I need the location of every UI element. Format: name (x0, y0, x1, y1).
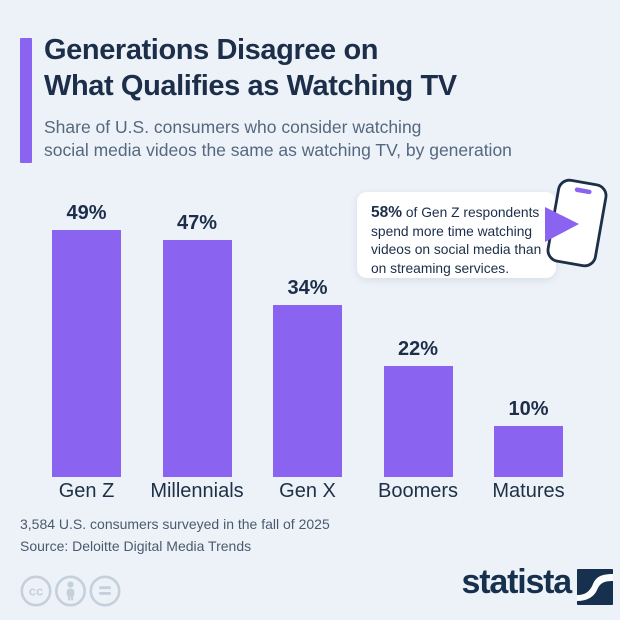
bar (52, 230, 121, 477)
bar-value-label: 47% (176, 212, 218, 234)
page-title: Generations Disagree on What Qualifies a… (44, 32, 457, 104)
statista-wordmark: statista (461, 563, 573, 601)
bar-category-label: Gen X (279, 480, 336, 502)
bar-value-label: 34% (287, 277, 328, 299)
bar-group: 47% (162, 212, 232, 477)
bar-category-label: Gen Z (58, 480, 115, 502)
phone-icon (545, 178, 608, 268)
bar-category-label: Millennials (150, 480, 244, 502)
survey-note: 3,584 U.S. consumers surveyed in the fal… (20, 516, 330, 532)
bar-group: 34% (273, 277, 342, 477)
bar-group: 22% (383, 338, 453, 477)
callout-highlight: 58% (371, 204, 403, 221)
license-icons: cc (20, 575, 121, 607)
title-accent-bar (20, 38, 32, 163)
title-line-1: Generations Disagree on (44, 34, 379, 66)
bar-value-label: 22% (397, 338, 439, 360)
bar-chart: 49% 47% 34% 22% 10% (0, 195, 620, 477)
callout-box: 58% of Gen Z respondents spend more time… (357, 192, 556, 278)
category-labels: Gen Z Millennials Gen X Boomers Matures (0, 480, 620, 506)
subtitle-line-2: social media videos the same as watching… (44, 140, 512, 160)
cc-nd-icon (89, 575, 121, 607)
bar (162, 240, 232, 477)
bar-category-label: Boomers (377, 480, 459, 502)
play-icon (545, 207, 579, 242)
cc-icon: cc (20, 575, 52, 607)
callout-text: of Gen Z respondents spend more time wat… (371, 205, 542, 276)
bar-group: 10% (494, 398, 563, 477)
bar (273, 305, 342, 477)
bar-category-label: Matures (492, 480, 565, 502)
statista-logo-mark-icon (577, 569, 613, 605)
subtitle-line-1: Share of U.S. consumers who consider wat… (44, 117, 422, 137)
page-subtitle: Share of U.S. consumers who consider wat… (44, 116, 512, 162)
bar (494, 426, 563, 477)
bar-value-label: 49% (66, 202, 107, 224)
phone-notch (574, 187, 592, 195)
source-note: Source: Deloitte Digital Media Trends (20, 538, 252, 554)
bar-group: 49% (52, 202, 121, 477)
bar-value-label: 10% (508, 398, 549, 420)
title-line-2: What Qualifies as Watching TV (44, 70, 457, 102)
bar (383, 366, 453, 477)
cc-attribution-icon (54, 575, 86, 607)
svg-text:cc: cc (29, 584, 43, 599)
